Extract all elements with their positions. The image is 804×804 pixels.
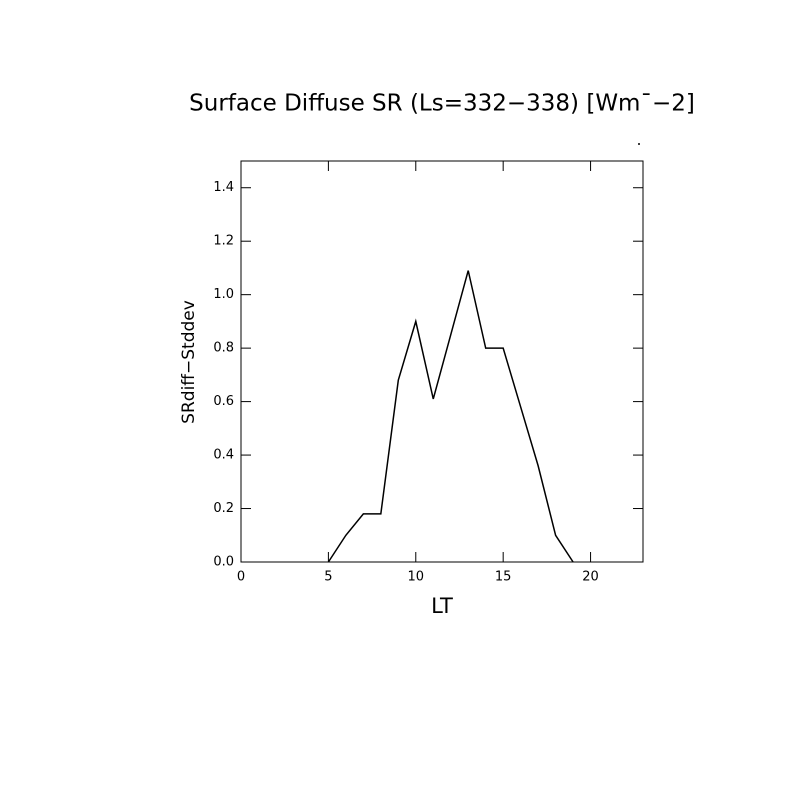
y-tick-label: 0.6 xyxy=(213,394,234,409)
y-tick-label: 1.4 xyxy=(213,180,234,195)
x-tick-label: 20 xyxy=(582,570,599,585)
y-tick-label: 0.4 xyxy=(213,448,234,463)
plot-frame xyxy=(240,160,644,563)
x-axis-label: LT xyxy=(431,594,453,618)
y-axis-label: SRdiff−Stddev xyxy=(179,300,199,424)
data-line xyxy=(327,270,574,563)
dot xyxy=(638,143,640,145)
y-tick-label: 0.8 xyxy=(213,341,234,356)
y-tick-label: 0.0 xyxy=(213,555,234,570)
chart-title: Surface Diffuse SR (Ls=332−338) [Wm¯−2] xyxy=(189,91,695,117)
x-tick-label: 15 xyxy=(495,570,512,585)
y-tick-label: 0.2 xyxy=(213,501,234,516)
x-tick-label: 10 xyxy=(408,570,425,585)
x-tick-label: 0 xyxy=(237,570,245,585)
x-tick-label: 5 xyxy=(324,570,332,585)
y-tick-label: 1.0 xyxy=(213,287,234,302)
y-tick-label: 1.2 xyxy=(213,234,234,249)
